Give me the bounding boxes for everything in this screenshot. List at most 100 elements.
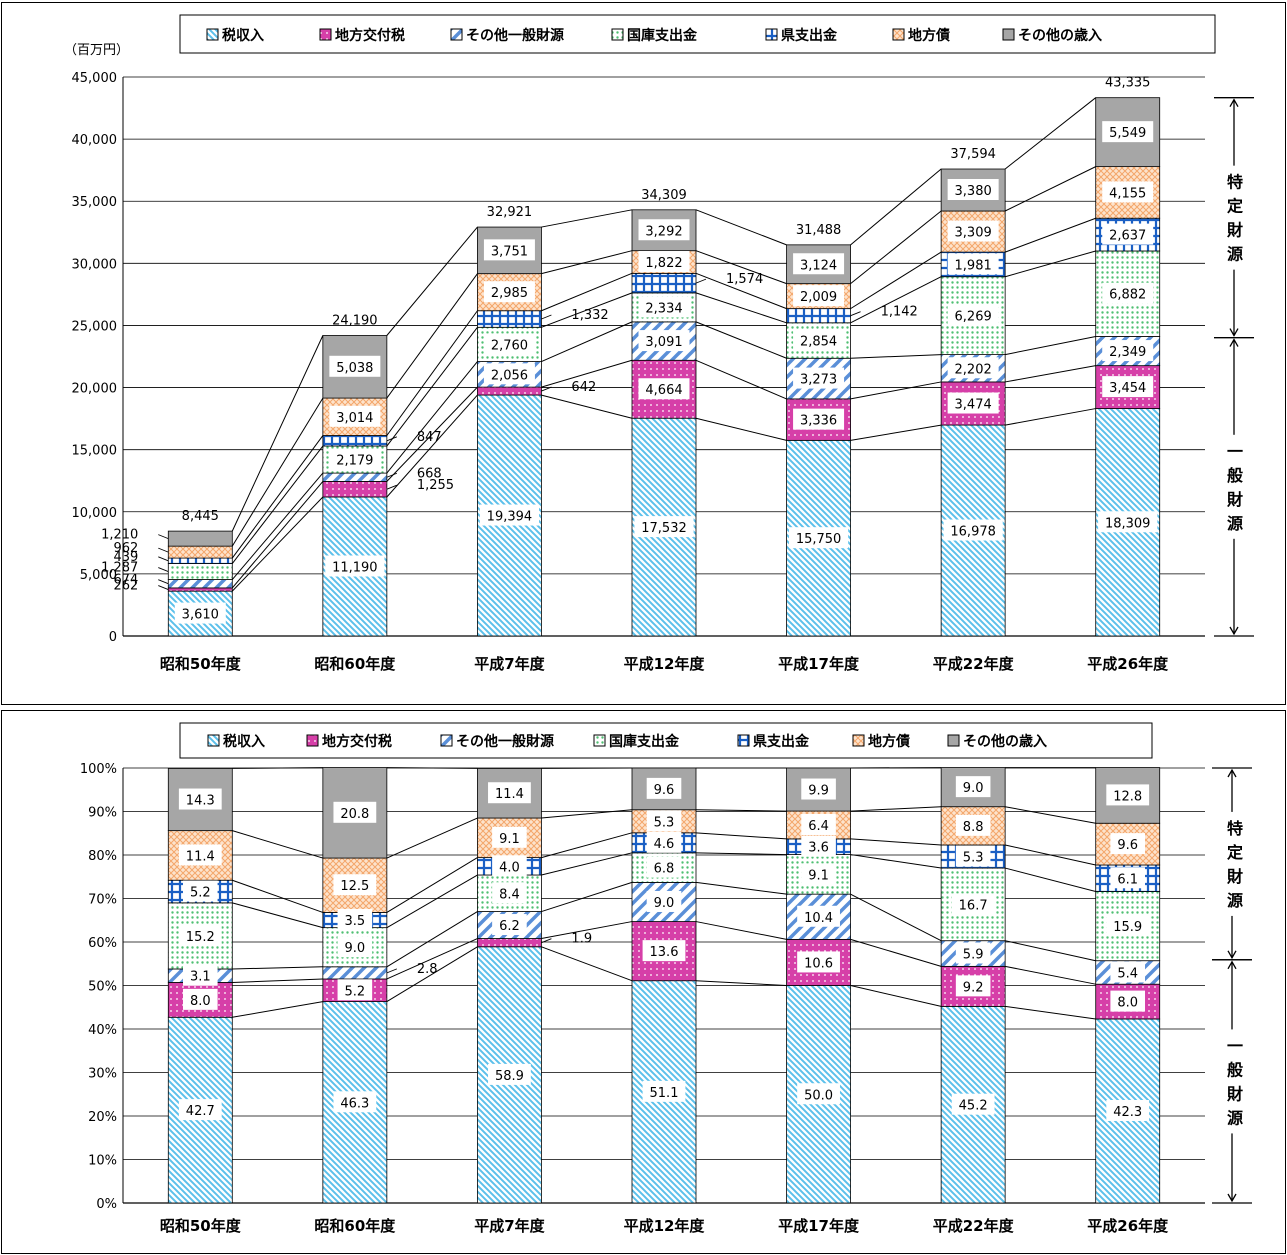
value-label: 9.0 — [345, 941, 366, 956]
value-label: 1,332 — [571, 308, 608, 323]
legend-swatch — [319, 28, 332, 41]
value-label-box — [329, 448, 381, 470]
value-label-box — [947, 253, 999, 275]
value-label-box — [947, 392, 999, 414]
connector-line — [1005, 867, 1096, 893]
value-label: 9.0 — [963, 781, 984, 796]
connector-line — [695, 209, 787, 246]
value-label-box — [955, 845, 991, 867]
connector-line — [232, 902, 323, 929]
connector-line — [386, 226, 478, 336]
connector-line — [231, 472, 324, 580]
connector-line — [850, 938, 942, 967]
value-label-box — [646, 810, 682, 832]
connector-line — [541, 946, 633, 982]
value-label: 5,549 — [1109, 126, 1146, 141]
connector-line — [1004, 97, 1097, 170]
category-label: 平成26年度 — [1087, 655, 1169, 673]
connector-line — [850, 251, 942, 310]
value-label-box — [793, 253, 845, 275]
value-label-box — [801, 835, 836, 857]
value-label-box — [1106, 784, 1150, 806]
category-label: 昭和50年度 — [160, 1217, 242, 1235]
connector-line — [232, 879, 324, 913]
connector-line — [386, 386, 478, 482]
legend-item: 地方債 — [908, 27, 950, 44]
value-label: 18,309 — [1105, 516, 1151, 531]
value-label: 1,574 — [726, 272, 763, 287]
value-label-box — [634, 516, 694, 538]
y-tick-label: 50% — [88, 980, 117, 995]
value-label: 42.3 — [1113, 1105, 1142, 1120]
value-label: 4,155 — [1109, 186, 1146, 201]
connector-line — [231, 397, 324, 547]
connector-line — [850, 168, 942, 246]
value-label: 5.4 — [1117, 966, 1138, 981]
value-label: 642 — [571, 380, 596, 395]
legend-swatch — [593, 734, 606, 747]
value-label: 16,978 — [950, 525, 996, 540]
value-label: 1.9 — [571, 932, 592, 947]
connector-line — [386, 394, 478, 498]
value-label: 15.9 — [1113, 920, 1142, 935]
value-label: 674 — [113, 573, 138, 588]
connector-line — [231, 496, 324, 592]
total-label: 8,445 — [182, 509, 219, 524]
connector-line — [386, 310, 478, 436]
connector-line — [386, 911, 478, 968]
value-label-box — [483, 239, 535, 261]
category-label: 平成22年度 — [933, 1217, 1015, 1235]
value-label-box — [801, 863, 836, 885]
value-label-box — [797, 905, 840, 927]
value-label-box — [182, 988, 218, 1010]
bracket-label: 財 — [1227, 867, 1243, 886]
value-label-box — [638, 378, 690, 400]
value-label: 4.0 — [499, 860, 520, 875]
y-tick-label: 0 — [109, 630, 117, 645]
connector-line — [850, 985, 942, 1007]
connector-line — [850, 276, 942, 324]
legend-item: その他一般財源 — [456, 733, 554, 750]
category-label: 昭和50年度 — [160, 655, 242, 673]
bar-segment — [477, 938, 542, 948]
value-label: 15,750 — [796, 532, 842, 547]
bracket-label: 般 — [1227, 466, 1243, 485]
bracket-label: 定 — [1226, 843, 1243, 862]
bracket-label: 般 — [1227, 1060, 1243, 1079]
connector-line — [232, 1001, 323, 1018]
value-label: 58.9 — [495, 1069, 524, 1084]
bar-stack — [1095, 97, 1161, 637]
value-label-box — [1110, 961, 1146, 983]
y-tick-label: 5,000 — [80, 568, 117, 583]
total-label: 37,594 — [950, 147, 996, 162]
value-label-box — [1102, 376, 1154, 398]
value-label: 13.6 — [650, 945, 679, 960]
legend-swatch — [306, 734, 319, 747]
category-label: 平成22年度 — [933, 655, 1015, 673]
value-label: 962 — [113, 541, 138, 556]
value-label-box — [1110, 990, 1146, 1012]
value-label-box — [793, 285, 845, 307]
value-label: 8.8 — [963, 820, 984, 835]
value-label: 3,474 — [955, 398, 992, 413]
value-label: 3,273 — [800, 373, 837, 388]
value-label: 6,882 — [1109, 288, 1146, 303]
bar-segment — [631, 272, 697, 294]
value-label-box — [337, 979, 373, 1001]
value-label: 20.8 — [340, 807, 369, 822]
y-tick-label: 30,000 — [72, 257, 118, 272]
legend-item: 地方交付税 — [335, 27, 405, 44]
legend-swatch — [611, 28, 624, 41]
value-label-box — [1098, 511, 1158, 533]
value-label-box — [943, 519, 1003, 541]
legend-swatch — [947, 734, 960, 747]
bracket-label: 源 — [1227, 891, 1243, 910]
connector-line — [695, 272, 787, 310]
connector-line — [541, 881, 633, 913]
bar-segment — [322, 435, 388, 447]
value-label-box — [788, 527, 849, 549]
connector-line — [1004, 166, 1096, 212]
connector-line — [1005, 844, 1096, 866]
